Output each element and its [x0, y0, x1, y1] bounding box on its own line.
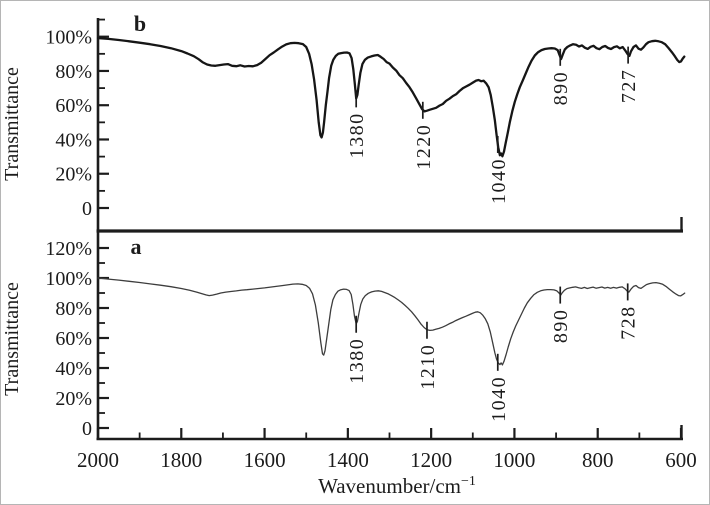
x-tick-label: 600 [665, 448, 697, 472]
peak-label-b-890: 890 [550, 71, 572, 106]
y-tick-label-a: 40% [55, 358, 92, 380]
peak-label-b-727: 727 [618, 69, 640, 104]
peak-label-b-1040: 1040 [488, 158, 510, 204]
peak-label-a-1040: 1040 [488, 376, 510, 422]
peak-label-b-1220: 1220 [413, 124, 435, 170]
peak-label-a-728: 728 [618, 305, 640, 340]
peak-label-b-1380: 1380 [346, 112, 368, 158]
y-axis-title-a: Transmittance [1, 282, 23, 396]
y-tick-label-a: 100% [45, 268, 92, 290]
y-tick-label-b: 60% [55, 95, 92, 117]
y-tick-label-a: 60% [55, 328, 92, 350]
x-tick-label: 1800 [160, 448, 202, 472]
x-tick-label: 1400 [327, 448, 369, 472]
panel-letter-a: a [131, 234, 142, 259]
peak-label-a-1210: 1210 [417, 344, 439, 390]
y-tick-label-b: 0 [82, 198, 92, 220]
y-tick-label-b: 20% [55, 164, 92, 186]
y-tick-label-b: 100% [45, 27, 92, 49]
x-tick-label: 1000 [493, 448, 535, 472]
x-tick-label: 1600 [244, 448, 286, 472]
x-tick-label: 1200 [410, 448, 452, 472]
y-tick-label-a: 80% [55, 298, 92, 320]
x-axis-title: Wavenumber/cm−1 [318, 474, 476, 498]
peak-label-a-890: 890 [550, 309, 572, 344]
y-tick-label-a: 120% [45, 238, 92, 260]
spectrum-a [97, 277, 686, 366]
y-tick-label-a: 0 [82, 418, 92, 440]
y-tick-label-a: 20% [55, 388, 92, 410]
x-tick-label: 800 [582, 448, 614, 472]
y-tick-label-b: 40% [55, 129, 92, 151]
y-tick-label-b: 80% [55, 61, 92, 83]
peak-label-a-1380: 1380 [346, 338, 368, 384]
y-axis-title-b: Transmittance [1, 67, 23, 181]
x-tick-label: 2000 [77, 448, 119, 472]
spectrum-b [96, 36, 686, 158]
panel-letter-b: b [134, 11, 146, 36]
